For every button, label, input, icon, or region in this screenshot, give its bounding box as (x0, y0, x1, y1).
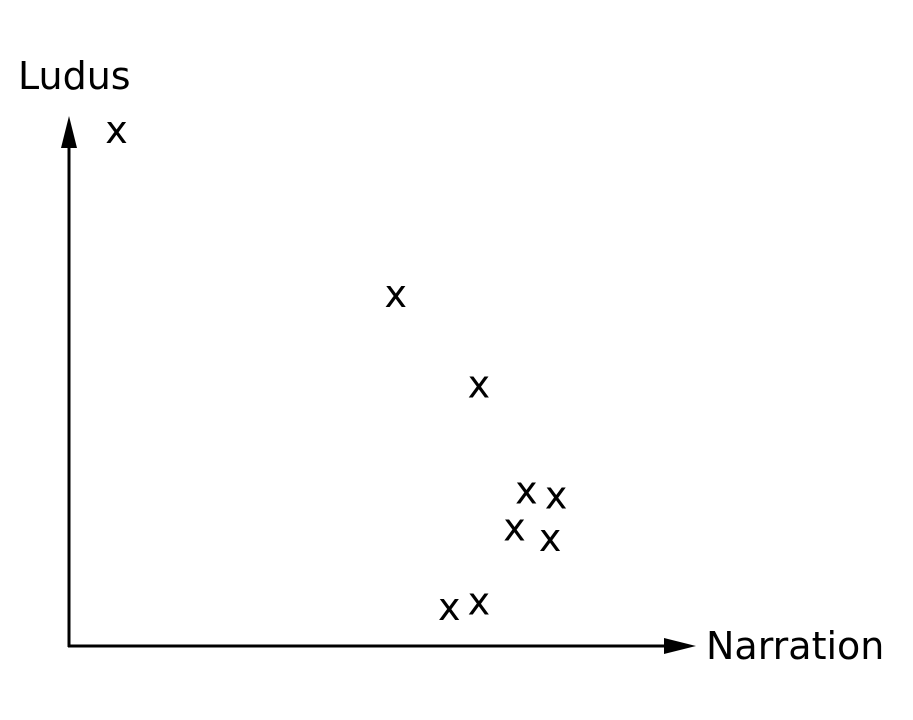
data-point-9: x (468, 580, 491, 624)
data-point-2: x (384, 272, 407, 316)
data-point-7: x (539, 516, 562, 560)
data-point-4: x (515, 468, 538, 512)
data-point-1: x (105, 108, 128, 152)
y-axis-label: Ludus (18, 54, 131, 98)
x-axis-label: Narration (706, 624, 884, 668)
data-point-8: x (438, 585, 461, 629)
data-point-5: x (545, 474, 568, 518)
data-point-3: x (468, 362, 491, 406)
y-axis-arrow-icon (61, 116, 77, 148)
x-axis-arrow-icon (664, 638, 696, 654)
data-point-6: x (503, 505, 526, 549)
